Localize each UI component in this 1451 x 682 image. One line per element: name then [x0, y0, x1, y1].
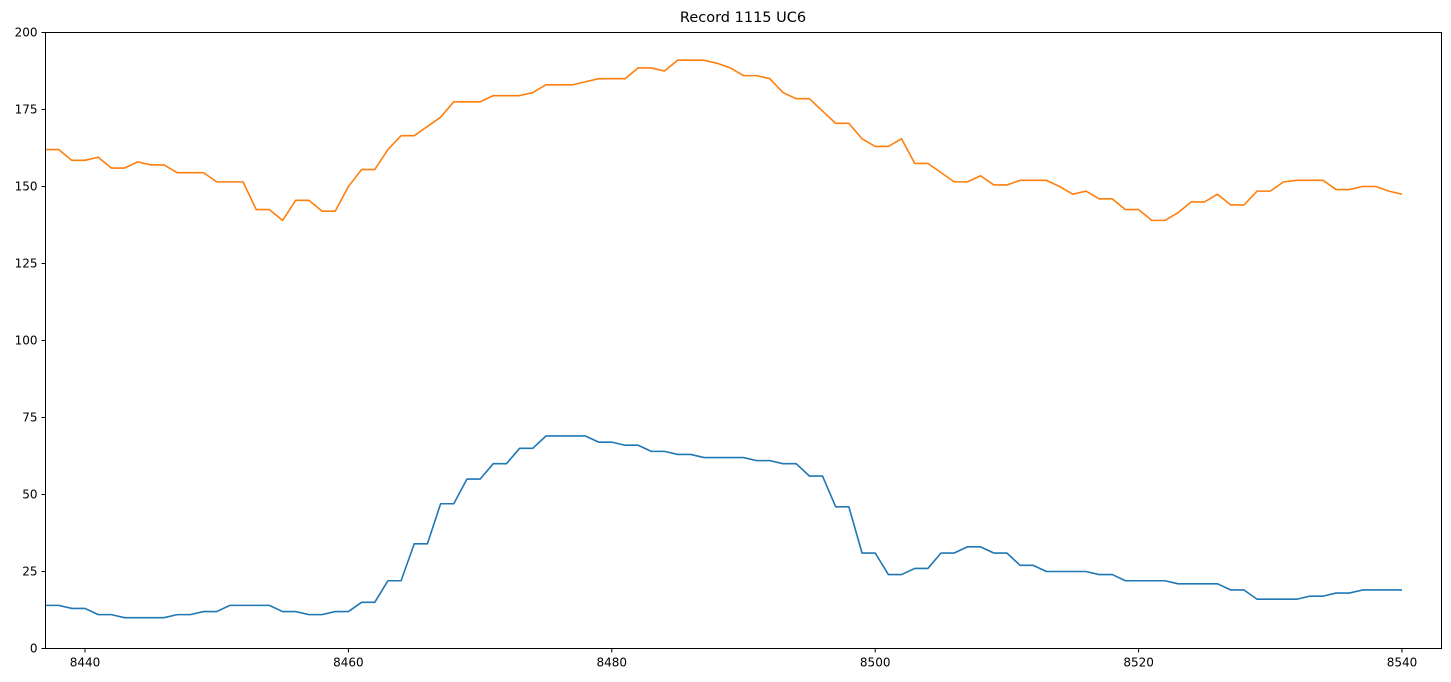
x-tick-label: 8480	[597, 656, 628, 670]
y-tick-label: 200	[15, 26, 38, 40]
x-tick-label: 8500	[860, 656, 891, 670]
y-tick-label: 125	[15, 257, 38, 271]
x-tick-label: 8440	[70, 656, 101, 670]
y-tick-label: 0	[30, 642, 38, 656]
y-tick-label: 150	[15, 180, 38, 194]
y-tick-label: 25	[22, 565, 37, 579]
y-tick-label: 75	[22, 411, 37, 425]
series-line-2	[45, 59, 1403, 222]
y-tick-label: 50	[22, 488, 37, 502]
x-tick-label: 8520	[1123, 656, 1154, 670]
chart-title: Record 1115 UC6	[680, 10, 806, 26]
x-axis: 8440 8460 8480 8500 8520 8540	[70, 648, 1418, 670]
series-line-1	[45, 435, 1402, 619]
y-tick-label: 100	[15, 334, 38, 348]
x-tick-label: 8540	[1387, 656, 1418, 670]
y-axis: 0 25 50 75 100 125 150 175 200	[15, 26, 46, 656]
x-tick-label: 8460	[333, 656, 364, 670]
y-tick-label: 175	[15, 103, 38, 117]
series-layer	[45, 59, 1403, 619]
